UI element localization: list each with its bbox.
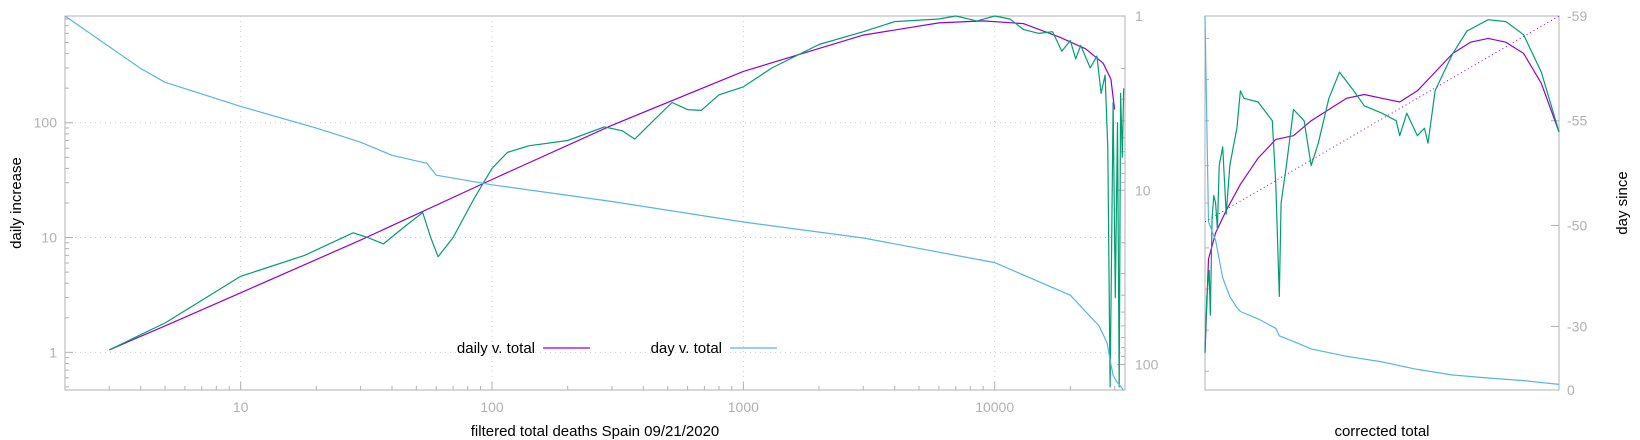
side-plot-frame bbox=[1204, 15, 1560, 391]
main-series bbox=[64, 15, 1125, 391]
side-axes: -59 -55 -50 -30 0 bbox=[1205, 8, 1587, 398]
side-y-tick-label: -30 bbox=[1567, 318, 1587, 334]
side-x-axis-title: corrected total bbox=[1334, 423, 1429, 440]
y-tick-label: 1 bbox=[49, 344, 57, 360]
main-grid bbox=[65, 16, 1125, 390]
side-series-trend bbox=[1204, 15, 1560, 223]
x-tick-label: 1000 bbox=[728, 399, 759, 415]
series-day-v-total bbox=[64, 15, 1124, 391]
side-y-axis-title: day since bbox=[1614, 171, 1631, 234]
series-daily-v-total bbox=[109, 20, 1116, 351]
legend-label-day: day v. total bbox=[651, 340, 722, 357]
main-axes: 10 100 1000 10000 1 10 100 1 10 100 bbox=[34, 8, 1159, 415]
y-axis-title: daily increase bbox=[8, 157, 25, 249]
main-plot-frame bbox=[64, 15, 1126, 391]
x-tick-label: 10000 bbox=[975, 399, 1014, 415]
series-daily-raw bbox=[109, 15, 1125, 388]
y2-tick-label: 100 bbox=[1135, 357, 1159, 373]
x-tick-label: 10 bbox=[233, 399, 249, 415]
y-tick-label: 10 bbox=[41, 230, 57, 246]
side-y-tick-label: 0 bbox=[1567, 382, 1575, 398]
y2-tick-label: 10 bbox=[1135, 182, 1151, 198]
y-tick-label: 100 bbox=[34, 115, 58, 131]
side-series-raw bbox=[1204, 19, 1560, 353]
side-y-tick-label: -50 bbox=[1567, 217, 1587, 233]
side-series bbox=[1204, 15, 1560, 385]
legend-label-daily: daily v. total bbox=[457, 340, 535, 357]
x-tick-label: 100 bbox=[480, 399, 504, 415]
legend: daily v. total day v. total bbox=[457, 340, 777, 357]
x-axis-title: filtered total deaths Spain 09/21/2020 bbox=[471, 423, 720, 440]
side-y-tick-label: -55 bbox=[1567, 113, 1587, 129]
y2-tick-label: 1 bbox=[1135, 8, 1143, 24]
side-y-tick-label: -59 bbox=[1567, 8, 1587, 24]
side-series-fit bbox=[1204, 37, 1560, 353]
side-series-day bbox=[1204, 15, 1560, 385]
